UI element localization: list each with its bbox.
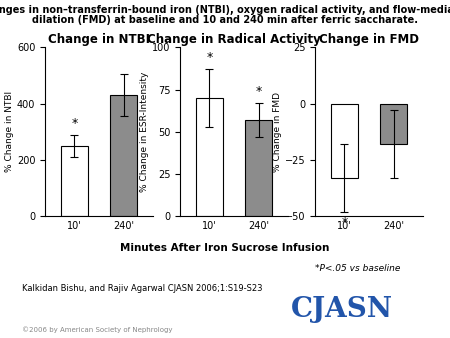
Text: ©2006 by American Society of Nephrology: ©2006 by American Society of Nephrology [22,326,173,333]
Text: Changes in non–transferrin-bound iron (NTBI), oxygen radical activity, and flow-: Changes in non–transferrin-bound iron (N… [0,5,450,15]
Text: Kalkidan Bishu, and Rajiv Agarwal CJASN 2006;1:S19-S23: Kalkidan Bishu, and Rajiv Agarwal CJASN … [22,285,263,293]
Bar [245,120,272,216]
Text: *: * [72,117,77,129]
Text: *: * [207,51,212,64]
Y-axis label: % Change in NTBI: % Change in NTBI [5,91,14,172]
Bar [196,98,223,216]
Y-axis label: % Change in FMD: % Change in FMD [273,92,282,172]
Text: Minutes After Iron Sucrose Infusion: Minutes After Iron Sucrose Infusion [120,243,330,254]
Title: Change in Radical Activity: Change in Radical Activity [147,33,321,46]
Text: dilation (FMD) at baseline and 10 and 240 min after ferric saccharate.: dilation (FMD) at baseline and 10 and 24… [32,15,418,25]
Title: Change in NTBI: Change in NTBI [48,33,150,46]
Y-axis label: % Change in ESR-Intensity: % Change in ESR-Intensity [140,72,149,192]
Text: CJASN: CJASN [291,296,393,323]
Bar [61,146,88,216]
Title: Change in FMD: Change in FMD [319,33,419,46]
Bar [331,104,358,178]
Text: *P<.05 vs baseline: *P<.05 vs baseline [315,264,400,273]
Text: *: * [256,85,261,98]
Bar [380,104,407,144]
Text: *: * [342,216,347,229]
Bar [110,95,137,216]
